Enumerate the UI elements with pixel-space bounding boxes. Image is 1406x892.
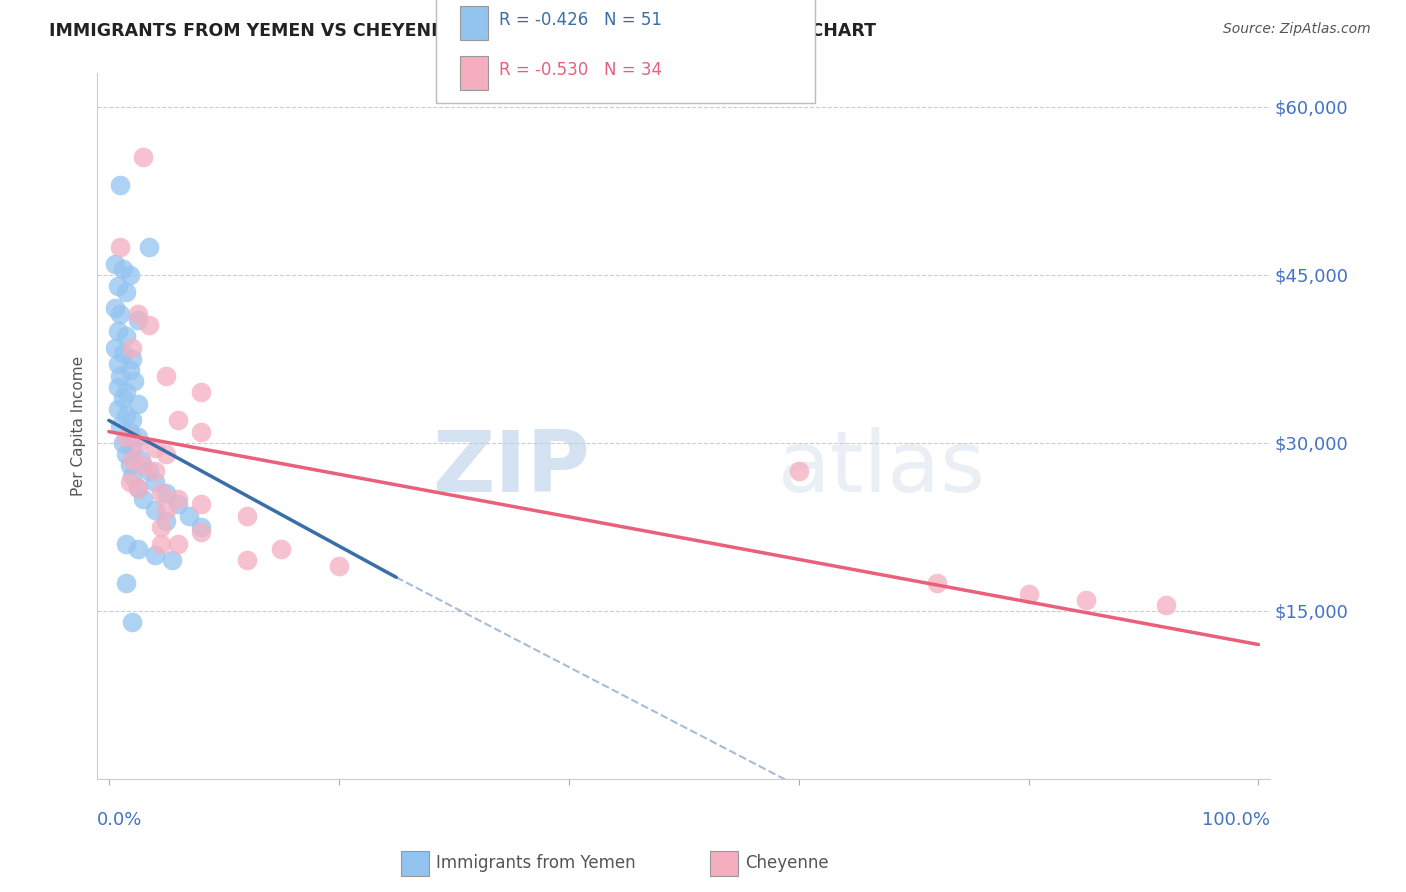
Point <box>155 368 177 383</box>
Point <box>111 391 134 405</box>
Point <box>236 553 259 567</box>
Text: Source: ZipAtlas.com: Source: ZipAtlas.com <box>1223 22 1371 37</box>
Point <box>143 442 166 456</box>
Point <box>127 481 149 495</box>
Point <box>155 447 177 461</box>
Point <box>143 503 166 517</box>
Point <box>166 498 188 512</box>
Point <box>129 452 152 467</box>
Y-axis label: Per Capita Income: Per Capita Income <box>72 356 86 496</box>
Point <box>127 435 149 450</box>
Point <box>118 475 141 489</box>
Point <box>127 396 149 410</box>
Point <box>328 559 350 574</box>
Point <box>143 475 166 489</box>
Point <box>110 419 132 434</box>
Point <box>110 368 132 383</box>
Point <box>190 425 212 439</box>
Point <box>121 341 143 355</box>
Point <box>127 430 149 444</box>
Text: IMMIGRANTS FROM YEMEN VS CHEYENNE PER CAPITA INCOME CORRELATION CHART: IMMIGRANTS FROM YEMEN VS CHEYENNE PER CA… <box>49 22 876 40</box>
Text: 100.0%: 100.0% <box>1202 811 1270 829</box>
Point <box>149 537 172 551</box>
Point <box>115 408 138 422</box>
Point <box>149 520 172 534</box>
Text: 0.0%: 0.0% <box>97 811 143 829</box>
Point <box>104 301 127 316</box>
Point <box>115 430 138 444</box>
Point <box>236 508 259 523</box>
Point <box>127 312 149 326</box>
Point <box>107 324 129 338</box>
Point <box>1156 599 1178 613</box>
Point <box>110 240 132 254</box>
Point <box>121 413 143 427</box>
Point <box>118 363 141 377</box>
Text: ZIP: ZIP <box>432 427 591 510</box>
Point <box>143 548 166 562</box>
Point <box>1074 592 1097 607</box>
Point <box>155 503 177 517</box>
Text: R = -0.530   N = 34: R = -0.530 N = 34 <box>499 62 662 79</box>
Point <box>138 464 160 478</box>
Point <box>110 178 132 192</box>
Point <box>121 351 143 366</box>
Point <box>925 575 948 590</box>
Text: Cheyenne: Cheyenne <box>745 855 828 872</box>
Point <box>104 341 127 355</box>
Point <box>155 486 177 500</box>
Point <box>138 240 160 254</box>
Point <box>166 491 188 506</box>
Point <box>115 537 138 551</box>
Point <box>160 553 183 567</box>
Point <box>166 537 188 551</box>
Point <box>179 508 201 523</box>
Point <box>190 385 212 400</box>
Point <box>127 307 149 321</box>
Point <box>166 413 188 427</box>
Point <box>121 469 143 483</box>
Point <box>190 525 212 540</box>
Point <box>127 542 149 557</box>
Point <box>132 491 155 506</box>
Point <box>115 329 138 343</box>
Point <box>132 150 155 164</box>
Point <box>115 575 138 590</box>
Point <box>270 542 292 557</box>
Point <box>110 307 132 321</box>
Point <box>111 262 134 277</box>
Point <box>115 385 138 400</box>
Text: atlas: atlas <box>778 427 986 510</box>
Point <box>149 486 172 500</box>
Point <box>107 357 129 371</box>
Point <box>122 374 145 388</box>
Point <box>115 285 138 299</box>
Point <box>107 380 129 394</box>
Point <box>190 520 212 534</box>
Point <box>115 447 138 461</box>
Point <box>111 346 134 360</box>
Point <box>107 402 129 417</box>
Point <box>121 442 143 456</box>
Point <box>118 425 141 439</box>
Point <box>127 481 149 495</box>
Text: R = -0.426   N = 51: R = -0.426 N = 51 <box>499 12 662 29</box>
Point <box>787 464 810 478</box>
Point <box>190 498 212 512</box>
Point <box>1018 587 1040 601</box>
Point <box>121 452 143 467</box>
Text: Immigrants from Yemen: Immigrants from Yemen <box>436 855 636 872</box>
Point <box>143 464 166 478</box>
Point <box>107 279 129 293</box>
Point <box>121 615 143 629</box>
Point <box>104 256 127 270</box>
Point <box>118 458 141 473</box>
Point <box>118 268 141 282</box>
Point <box>111 435 134 450</box>
Point <box>132 458 155 473</box>
Point <box>155 514 177 528</box>
Point <box>138 318 160 333</box>
